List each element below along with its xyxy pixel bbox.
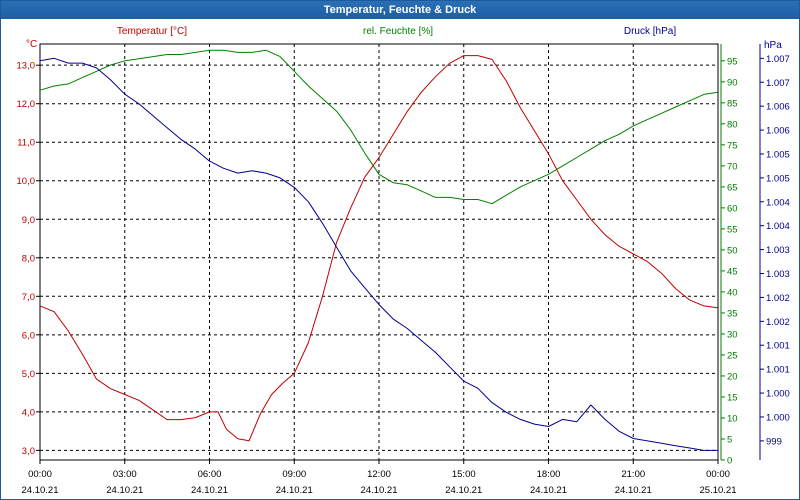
time-axis: 00:00 24.10.21 03:00 24.10.21 06:00 24.10.21 0… [22,460,737,496]
pressure-tick-label: 1.005 [766,149,790,160]
x-tick-date: 24.10.21 [530,485,567,496]
temperature-tick-label: 10,0 [17,176,36,187]
x-tick-time: 06:00 [198,469,222,480]
humidity-line [39,49,719,205]
temperature-tick-label: 9,0 [22,215,35,226]
pressure-axis: 999 1.000 1.000 1.001 1.001 1.002 1.002 1.003 1.… [759,44,790,460]
humidity-tick-label: 70 [727,161,738,172]
x-tick-time: 00:00 [706,469,730,480]
x-tick-time: 21:00 [621,469,645,480]
x-tick-time: 09:00 [282,469,306,480]
humidity-tick-label: 30 [727,329,738,340]
pressure-tick-label: 1.001 [766,341,790,352]
pressure-tick-label: 1.005 [766,173,790,184]
x-tick-time: 18:00 [537,469,561,480]
series-layer [39,49,719,451]
pressure-tick-label: 1.003 [766,269,790,280]
humidity-tick-label: 55 [727,224,738,235]
temperature-axis: 3,0 4,0 5,0 6,0 7,0 8,0 9,0 10,0 11,0 12,0 13,0 [17,61,40,457]
x-tick-date: 24.10.21 [276,485,313,496]
pressure-series-label: Druck [hPa] [624,26,676,37]
pressure-tick-label: 1.006 [766,126,790,137]
x-tick-date: 25.10.21 [700,485,737,496]
pressure-unit: hPa [764,40,782,51]
humidity-tick-label: 65 [727,182,738,193]
pressure-tick-label: 1.001 [766,365,790,376]
temperature-tick-label: 8,0 [22,253,35,264]
pressure-tick-label: 1.000 [766,389,790,400]
x-tick-date: 24.10.21 [445,485,482,496]
humidity-tick-label: 5 [727,434,732,445]
temperature-tick-label: 5,0 [22,369,35,380]
x-tick-date: 24.10.21 [106,485,143,496]
temperature-tick-label: 4,0 [22,407,35,418]
chart-title: Temperatur, Feuchte & Druck [1,1,799,19]
humidity-tick-label: 35 [727,308,738,319]
x-tick-time: 12:00 [367,469,391,480]
humidity-tick-label: 75 [727,140,738,151]
temperature-unit: °C [26,39,37,50]
humidity-tick-label: 25 [727,350,738,361]
temperature-tick-label: 3,0 [22,446,35,457]
pressure-tick-label: 1.007 [766,54,790,65]
axis-headers: °C hPa Temperatur [°C] rel. Feuchte [%] Druc… [26,26,782,51]
pressure-tick-label: 1.004 [766,221,790,232]
humidity-tick-label: 45 [727,266,738,277]
humidity-tick-label: 85 [727,98,738,109]
pressure-tick-label: 1.002 [766,293,790,304]
pressure-tick-label: 1.000 [766,412,790,423]
humidity-tick-label: 80 [727,119,738,130]
x-tick-time: 15:00 [452,469,476,480]
x-tick-date: 24.10.21 [361,485,398,496]
x-tick-date: 24.10.21 [615,485,652,496]
humidity-tick-label: 20 [727,371,738,382]
humidity-tick-label: 95 [727,56,738,67]
humidity-axis: 0 5 10 15 20 25 30 35 40 45 50 55 60 65 70 75 80 85 90 95 [720,44,738,467]
x-tick-date: 24.10.21 [22,485,59,496]
pressure-tick-label: 1.006 [766,102,790,113]
temperature-tick-label: 13,0 [17,61,36,72]
humidity-tick-label: 60 [727,203,738,214]
humidity-tick-label: 15 [727,392,738,403]
pressure-tick-label: 1.003 [766,245,790,256]
temperature-tick-label: 7,0 [22,292,35,303]
pressure-line [39,57,718,451]
temperature-line [39,55,719,442]
temperature-tick-label: 11,0 [17,138,35,149]
humidity-tick-label: 0 [727,456,732,467]
x-tick-time: 00:00 [28,469,52,480]
pressure-tick-label: 1.002 [766,317,790,328]
x-tick-date: 24.10.21 [191,485,228,496]
temperature-tick-label: 6,0 [22,330,35,341]
humidity-tick-label: 10 [727,413,738,424]
pressure-tick-label: 1.004 [766,197,790,208]
grid-layer [39,43,719,461]
humidity-tick-label: 40 [727,287,738,298]
x-tick-time: 03:00 [113,469,137,480]
pressure-tick-label: 1.007 [766,78,790,89]
pressure-tick-label: 999 [766,436,782,447]
humidity-series-label: rel. Feuchte [%] [363,26,433,37]
humidity-tick-label: 90 [727,77,738,88]
humidity-tick-label: 50 [727,245,738,256]
temperature-tick-label: 12,0 [17,99,36,110]
temperature-series-label: Temperatur [°C] [117,26,187,37]
